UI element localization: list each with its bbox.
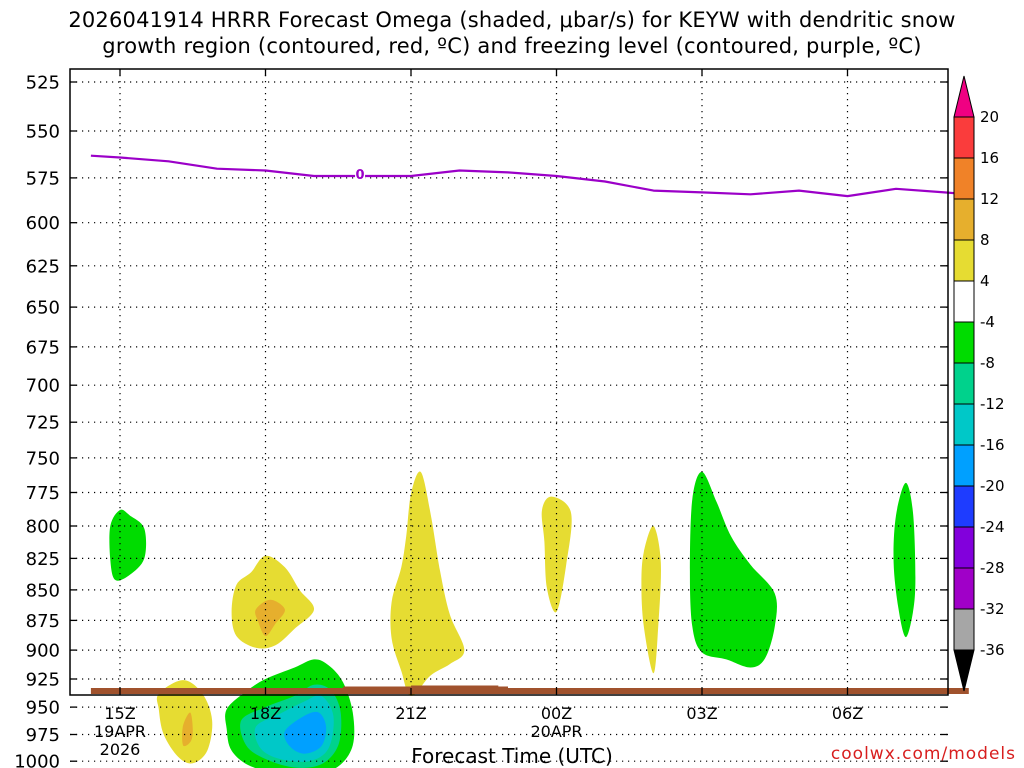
colorbar-label-8: -16 (980, 436, 1005, 454)
colorbar-label-11: -28 (980, 559, 1005, 577)
y-tick-label-600: 600 (26, 213, 60, 234)
colorbar-label-13: -36 (980, 641, 1005, 659)
colorbar-label-7: -12 (980, 395, 1005, 413)
colorbar-box-9 (953, 485, 975, 528)
colorbar-label-1: 16 (980, 149, 999, 167)
y-tick-label-750: 750 (26, 448, 60, 469)
y-tick-label-550: 550 (26, 122, 60, 143)
colorbar-label-12: -32 (980, 600, 1005, 618)
x-tick-label-18Z-1: 18Z (250, 704, 281, 723)
y-tick-label-900: 900 (26, 641, 60, 662)
colorbar-box-12 (953, 608, 975, 651)
colorbar: 20 16 12 8 4 -4 -8 -12 -16 -20 -24 -28 -32 -36 (953, 75, 1005, 692)
x-axis-title: Forecast Time (UTC) (411, 744, 613, 768)
colorbar-label-0: 20 (980, 108, 999, 126)
y-tick-label-800: 800 (26, 517, 60, 538)
omega-region-8 (541, 496, 572, 613)
y-tick-label-825: 825 (26, 549, 60, 570)
grid-lines (70, 69, 948, 762)
x-tick-label-15Z-3: 2026 (100, 740, 141, 759)
freezing-level-label: 0 (356, 168, 365, 183)
omega-region-13 (182, 712, 193, 747)
omega-region-0 (109, 509, 147, 581)
terrain-strip (90, 685, 969, 694)
omega-region-6 (284, 711, 327, 754)
colorbar-box-1 (953, 157, 975, 200)
y-tick-label-725: 725 (26, 413, 60, 434)
colorbar-box-8 (953, 444, 975, 487)
colorbar-box-0 (953, 116, 975, 159)
y-tick-label-525: 525 (26, 73, 60, 94)
chart-title-line-2: growth region (contoured, red, ºC) and f… (102, 34, 922, 58)
x-tick-label-15Z-1: 15Z (104, 704, 135, 723)
freezing-level-contour: 0 (90, 154, 969, 198)
y-tick-label-775: 775 (26, 483, 60, 504)
colorbar-box-4 (953, 280, 975, 323)
colorbar-label-6: -8 (980, 354, 995, 372)
x-tick-label-00Z-2: 20APR (530, 722, 582, 741)
colorbar-label-9: -20 (980, 477, 1005, 495)
colorbar-box-2 (953, 198, 975, 241)
omega-region-11 (893, 482, 916, 638)
y-tick-label-1000: 1000 (14, 752, 60, 768)
credit-text: coolwx.com/models (830, 744, 1016, 764)
y-tick-label-700: 700 (26, 376, 60, 397)
y-tick-label-925: 925 (26, 670, 60, 691)
y-tick-label-625: 625 (26, 256, 60, 277)
y-tick-label-975: 975 (26, 725, 60, 746)
colorbar-box-3 (953, 239, 975, 282)
x-tick-label-06Z-1: 06Z (832, 704, 863, 723)
colorbar-label-2: 12 (980, 190, 999, 208)
terrain-bar-2 (411, 685, 499, 688)
y-axis: 525 550 575 600 625 650 675 700 725 750 775 800 825 8… (14, 73, 948, 768)
freezing-level-label-bg (355, 166, 366, 181)
colorbar-box-11 (953, 567, 975, 610)
omega-region-10 (689, 471, 777, 668)
x-tick-label-15Z-2: 19APR (94, 722, 146, 741)
freezing-level-line (90, 154, 969, 198)
colorbar-bottom-arrow (953, 649, 975, 692)
omega-region-9 (641, 525, 661, 674)
plot-frame (69, 68, 949, 696)
terrain-bar-1 (343, 686, 508, 690)
y-tick-label-650: 650 (26, 298, 60, 319)
colorbar-box-6 (953, 362, 975, 405)
x-tick-label-03Z-1: 03Z (686, 704, 717, 723)
y-tick-label-950: 950 (26, 698, 60, 719)
colorbar-box-5 (953, 321, 975, 364)
colorbar-label-3: 8 (980, 231, 990, 249)
chart-title-line-1: 2026041914 HRRR Forecast Omega (shaded, … (68, 8, 956, 32)
x-tick-label-00Z-1: 00Z (541, 704, 572, 723)
colorbar-label-5: -4 (980, 313, 995, 331)
y-tick-label-675: 675 (26, 337, 60, 358)
colorbar-box-10 (953, 526, 975, 569)
colorbar-box-7 (953, 403, 975, 446)
terrain-bar-0 (90, 688, 969, 694)
omega-region-7 (390, 471, 465, 696)
y-tick-label-850: 850 (26, 580, 60, 601)
omega-region-12 (255, 599, 285, 637)
y-tick-label-575: 575 (26, 168, 60, 189)
x-tick-label-21Z-1: 21Z (395, 704, 426, 723)
y-tick-label-875: 875 (26, 611, 60, 632)
omega-shaded-regions (109, 471, 916, 768)
colorbar-top-arrow (953, 75, 975, 118)
colorbar-label-10: -24 (980, 518, 1005, 536)
colorbar-label-4: 4 (980, 272, 990, 290)
